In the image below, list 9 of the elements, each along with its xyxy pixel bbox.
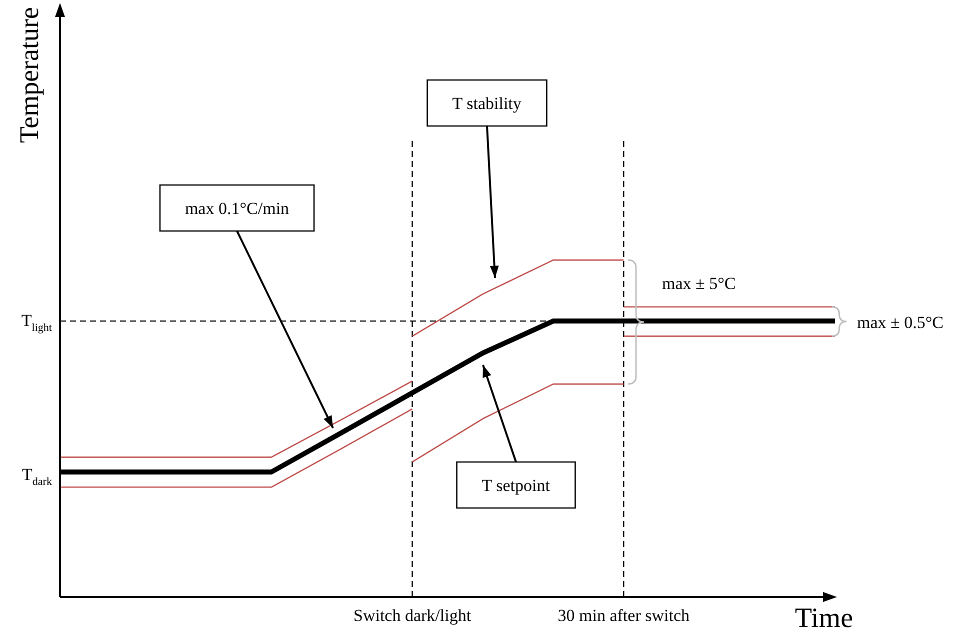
y-axis-title: Temperature	[14, 6, 44, 144]
text: T stability	[452, 94, 522, 113]
text: max ± 0.5°C	[857, 313, 944, 332]
text: max 0.1°C/min	[184, 199, 290, 218]
annotation: T setpoint	[482, 476, 550, 495]
x-axis-title: Time	[794, 603, 854, 632]
x-tick-label: 30 min after switch	[558, 606, 690, 625]
x-tick-label: Switch dark/light	[353, 606, 472, 625]
annotation: max ± 5°C	[662, 274, 736, 293]
